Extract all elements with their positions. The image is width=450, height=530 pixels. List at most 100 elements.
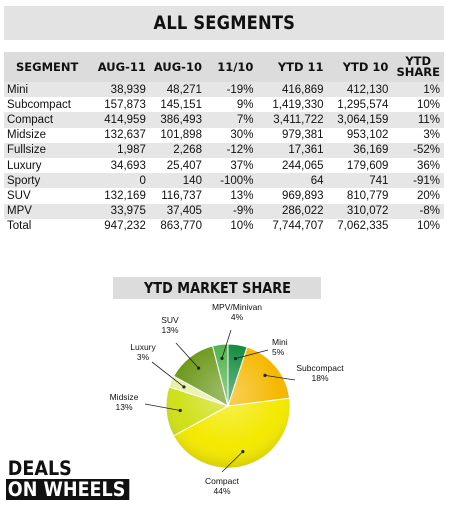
table-cell: 101,898	[160, 129, 202, 142]
pie-leader-line	[221, 451, 244, 473]
table-body: Mini 38,939 48,271 -19% 416,869 412,130 1% Subc…	[4, 82, 444, 234]
table-row: Subcompact 157,873 145,151 9% 1,419,330 1,295…	[4, 97, 444, 112]
table-cell: 1,419,330	[272, 98, 324, 111]
pie-leader-dot	[220, 356, 224, 360]
table-cell: 969,893	[281, 189, 324, 202]
table-cell: 64	[257, 173, 328, 189]
table-cell: Total	[7, 220, 32, 233]
pie-leader-line	[264, 375, 296, 381]
table-title-bar: ALL SEGMENTS	[4, 6, 444, 40]
table-cell: 416,869	[257, 82, 328, 98]
chart-title: YTD MARKET SHARE	[143, 279, 291, 297]
table-row: Compact 414,959 386,493 7% 3,411,722 3,064,15…	[4, 112, 444, 128]
table-cell: -100%	[205, 173, 258, 189]
table-cell: SUV	[7, 189, 31, 202]
table-cell: 3,411,722	[257, 112, 328, 128]
table-cell: 310,072	[327, 203, 393, 219]
chart-title-bar: YTD MARKET SHARE	[113, 277, 321, 299]
table-cell: -12%	[205, 142, 258, 158]
table-row: Midsize 132,637 101,898 30% 979,381 953,102 3%	[4, 128, 444, 143]
table-cell: 10%	[416, 98, 440, 111]
table-cell: 741	[327, 173, 393, 189]
table-cell: 1,295,574	[337, 98, 389, 111]
pie-leader-line	[235, 349, 269, 359]
table-title: ALL SEGMENTS	[153, 12, 295, 34]
table-cell: -52%	[392, 142, 444, 158]
table-header-row: SEGMENT AUG-11 AUG-10 11/10 YTD 11 YTD 1…	[4, 52, 444, 82]
table-row: Mini 38,939 48,271 -19% 416,869 412,130 1%	[4, 82, 444, 98]
table-cell: -9%	[205, 203, 258, 219]
pie-slices	[165, 343, 291, 469]
table-cell: 132,169	[104, 189, 146, 202]
pie-leader-line	[175, 342, 199, 369]
table-cell: 863,770	[160, 220, 202, 233]
table-cell: 10%	[230, 220, 254, 233]
table-row: SUV 132,169 116,737 13% 969,893 810,779 20%	[4, 188, 444, 203]
table-cell: 3%	[423, 129, 440, 142]
table-cell: 9%	[236, 98, 254, 111]
pie-leader-dot	[196, 366, 201, 370]
table-cell: 37,405	[149, 203, 206, 219]
pie-leader-line	[151, 361, 185, 388]
table-cell: 116,737	[161, 189, 202, 202]
table-cell: 37%	[230, 159, 254, 172]
pie-labels: Mini 5% Subcompact 18% Compact 44% Midsize 13% L…	[110, 302, 345, 496]
table-cell: 132,637	[104, 129, 146, 142]
table-cell: 17,361	[257, 142, 328, 158]
table-cell: 13%	[230, 189, 254, 202]
table-cell: Midsize	[7, 129, 46, 142]
logo-line-1: DEALS	[7, 457, 72, 480]
pie-leader-line	[221, 329, 232, 359]
table-cell: 286,022	[257, 203, 328, 219]
table-cell: 7,744,707	[272, 220, 324, 233]
table-cell: 48,271	[149, 82, 206, 98]
table-cell: 10%	[416, 220, 440, 233]
table-row: Total 947,232 863,770 10% 7,744,707 7,062,335…	[4, 219, 444, 234]
pie-leader-dot	[182, 385, 186, 389]
table-cell: 2,268	[149, 142, 206, 158]
table-cell: Sporty	[4, 173, 94, 189]
pie-leader-dot	[233, 356, 238, 361]
table-cell: 11%	[392, 112, 444, 128]
table-cell: -8%	[392, 203, 444, 219]
col-header: AUG-10	[149, 52, 206, 82]
col-header-text: YTD SHARE	[396, 54, 440, 79]
table-cell: 30%	[230, 129, 254, 142]
table-cell: Luxury	[7, 159, 42, 172]
table-cell: 34,693	[110, 159, 146, 172]
table-cell: 1%	[392, 82, 444, 98]
table-cell: MPV	[4, 203, 94, 219]
table-cell: 179,609	[346, 159, 389, 172]
table-cell: -91%	[392, 173, 444, 189]
pie-label-mini: Mini 5%	[272, 337, 288, 357]
col-header: AUG-11	[93, 52, 150, 82]
segments-table: SEGMENT AUG-11 AUG-10 11/10 YTD 11 YTD 1…	[4, 52, 444, 234]
pie-label-luxury: Luxury 3%	[130, 342, 156, 362]
col-header: 11/10	[205, 52, 258, 82]
table-cell: Fullsize	[4, 142, 94, 158]
table-cell: Compact	[4, 112, 94, 128]
pie-leader-dot	[178, 408, 182, 413]
pie-label-suv: SUV 13%	[161, 315, 179, 335]
pie-label-midsize: Midsize 13%	[110, 392, 139, 412]
col-header: YTD 11	[257, 52, 328, 82]
pie-leader-line	[144, 403, 181, 411]
table-cell: 25,407	[166, 159, 202, 172]
table-cell: 20%	[416, 189, 440, 202]
table-cell: 33,975	[93, 203, 150, 219]
col-header: SEGMENT	[4, 52, 94, 82]
table-cell: 140	[149, 173, 206, 189]
table-cell: 0	[93, 173, 150, 189]
table-cell: 3,064,159	[327, 112, 393, 128]
pie-label-subcompact: Subcompact 18%	[296, 363, 344, 383]
pie-label-mpv-minivan: MPV/Minivan 4%	[212, 302, 262, 322]
pie-leader-dot	[241, 450, 245, 454]
table-cell: 7%	[205, 112, 258, 128]
table-cell: 157,873	[104, 98, 146, 111]
deals-on-wheels-logo: DEALS ON WHEELS	[6, 458, 154, 500]
table-cell: 953,102	[346, 129, 389, 142]
table-cell: 979,381	[281, 129, 324, 142]
table-cell: 36,169	[327, 142, 393, 158]
table-cell: 145,151	[160, 98, 202, 111]
pie-leader-dot	[263, 373, 267, 378]
